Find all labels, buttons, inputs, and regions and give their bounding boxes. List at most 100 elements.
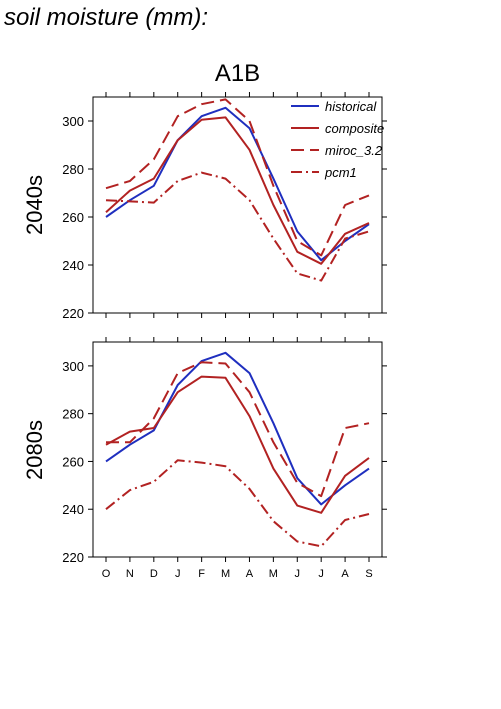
data-point-composite	[225, 377, 227, 379]
data-point-miroc-3-2	[344, 427, 346, 429]
data-point-miroc-3-2	[177, 372, 179, 374]
data-point-pcm1	[296, 272, 298, 274]
data-point-historical	[320, 503, 322, 505]
legend-label-miroc-3-2: miroc_3.2	[325, 143, 383, 158]
x-tick-label: M	[269, 568, 278, 580]
x-tick-label: J	[295, 568, 301, 580]
y-tick-label: 260	[62, 210, 84, 225]
data-point-miroc-3-2	[320, 254, 322, 256]
data-point-pcm1	[320, 545, 322, 547]
x-tick-label: M	[221, 568, 230, 580]
data-point-composite	[248, 415, 250, 417]
x-tick-label: A	[246, 568, 254, 580]
data-point-pcm1	[153, 481, 155, 483]
x-tick-label: S	[365, 568, 372, 580]
data-point-historical	[296, 230, 298, 232]
data-point-miroc-3-2	[129, 180, 131, 182]
x-tick-label: J	[175, 568, 181, 580]
data-point-miroc-3-2	[177, 115, 179, 117]
y-tick-label: 280	[62, 162, 84, 177]
data-point-pcm1	[153, 202, 155, 204]
data-point-miroc-3-2	[248, 391, 250, 393]
data-point-composite	[296, 251, 298, 253]
data-point-pcm1	[344, 519, 346, 521]
data-point-composite	[225, 116, 227, 118]
data-point-miroc-3-2	[105, 441, 107, 443]
data-point-miroc-3-2	[368, 422, 370, 424]
data-point-miroc-3-2	[296, 482, 298, 484]
data-point-historical	[225, 107, 227, 109]
data-point-composite	[320, 512, 322, 514]
data-point-composite	[105, 444, 107, 446]
data-point-composite	[296, 505, 298, 507]
series-line-miroc-3-2	[105, 98, 370, 257]
data-point-composite	[368, 457, 370, 459]
data-point-pcm1	[225, 465, 227, 467]
data-point-composite	[177, 139, 179, 141]
data-point-miroc-3-2	[225, 98, 227, 100]
data-point-historical	[344, 484, 346, 486]
data-point-composite	[320, 263, 322, 265]
data-point-composite	[153, 427, 155, 429]
data-point-historical	[177, 384, 179, 386]
data-point-pcm1	[368, 513, 370, 515]
plot-frame	[92, 96, 383, 314]
data-point-miroc-3-2	[129, 441, 131, 443]
page-title: soil moisture (mm):	[4, 4, 209, 31]
series-line-pcm1	[105, 171, 370, 282]
data-point-pcm1	[272, 520, 274, 522]
data-point-pcm1	[320, 280, 322, 282]
data-point-pcm1	[105, 508, 107, 510]
y-axis-label: 2040s	[22, 175, 47, 235]
data-point-pcm1	[296, 540, 298, 542]
data-point-pcm1	[272, 238, 274, 240]
data-point-composite	[129, 190, 131, 192]
data-point-miroc-3-2	[368, 194, 370, 196]
data-point-miroc-3-2	[153, 417, 155, 419]
data-point-pcm1	[201, 172, 203, 174]
chart-panel-2080s: 2080s 220 240 260 280 300 O N D J F M A M J J A S	[22, 337, 387, 580]
data-point-composite	[272, 204, 274, 206]
data-point-historical	[296, 477, 298, 479]
data-point-pcm1	[177, 459, 179, 461]
data-point-composite	[201, 376, 203, 378]
data-point-composite	[129, 431, 131, 433]
legend-label-pcm1: pcm1	[324, 165, 357, 180]
data-point-miroc-3-2	[225, 363, 227, 365]
data-point-composite	[105, 211, 107, 213]
data-point-composite	[153, 178, 155, 180]
data-point-historical	[105, 216, 107, 218]
chart-panel-2040s: A1B 2040s 220 240 260 280 300 historical composi…	[22, 60, 387, 321]
x-tick-label: O	[102, 568, 111, 580]
data-point-historical	[272, 422, 274, 424]
legend-label-composite: composite	[325, 121, 384, 136]
data-point-composite	[344, 475, 346, 477]
data-point-composite	[248, 149, 250, 151]
y-tick-label: 300	[62, 359, 84, 374]
data-point-miroc-3-2	[296, 240, 298, 242]
data-point-miroc-3-2	[344, 204, 346, 206]
data-point-composite	[368, 222, 370, 224]
plot-frame	[92, 341, 383, 558]
series-line-historical	[105, 106, 370, 262]
series-line-composite	[105, 116, 370, 265]
data-point-historical	[129, 444, 131, 446]
y-tick-label: 260	[62, 454, 84, 469]
data-point-pcm1	[129, 200, 131, 202]
data-point-miroc-3-2	[272, 441, 274, 443]
y-tick-label: 280	[62, 407, 84, 422]
data-point-composite	[344, 233, 346, 235]
data-point-historical	[153, 429, 155, 431]
data-point-miroc-3-2	[201, 103, 203, 105]
data-point-historical	[225, 352, 227, 354]
series-line-historical	[105, 351, 370, 506]
data-point-historical	[248, 372, 250, 374]
data-point-historical	[105, 460, 107, 462]
data-point-miroc-3-2	[105, 187, 107, 189]
data-point-miroc-3-2	[320, 495, 322, 497]
data-point-historical	[201, 115, 203, 117]
x-tick-label: J	[318, 568, 324, 580]
data-point-miroc-3-2	[272, 185, 274, 187]
y-tick-label: 240	[62, 258, 84, 273]
